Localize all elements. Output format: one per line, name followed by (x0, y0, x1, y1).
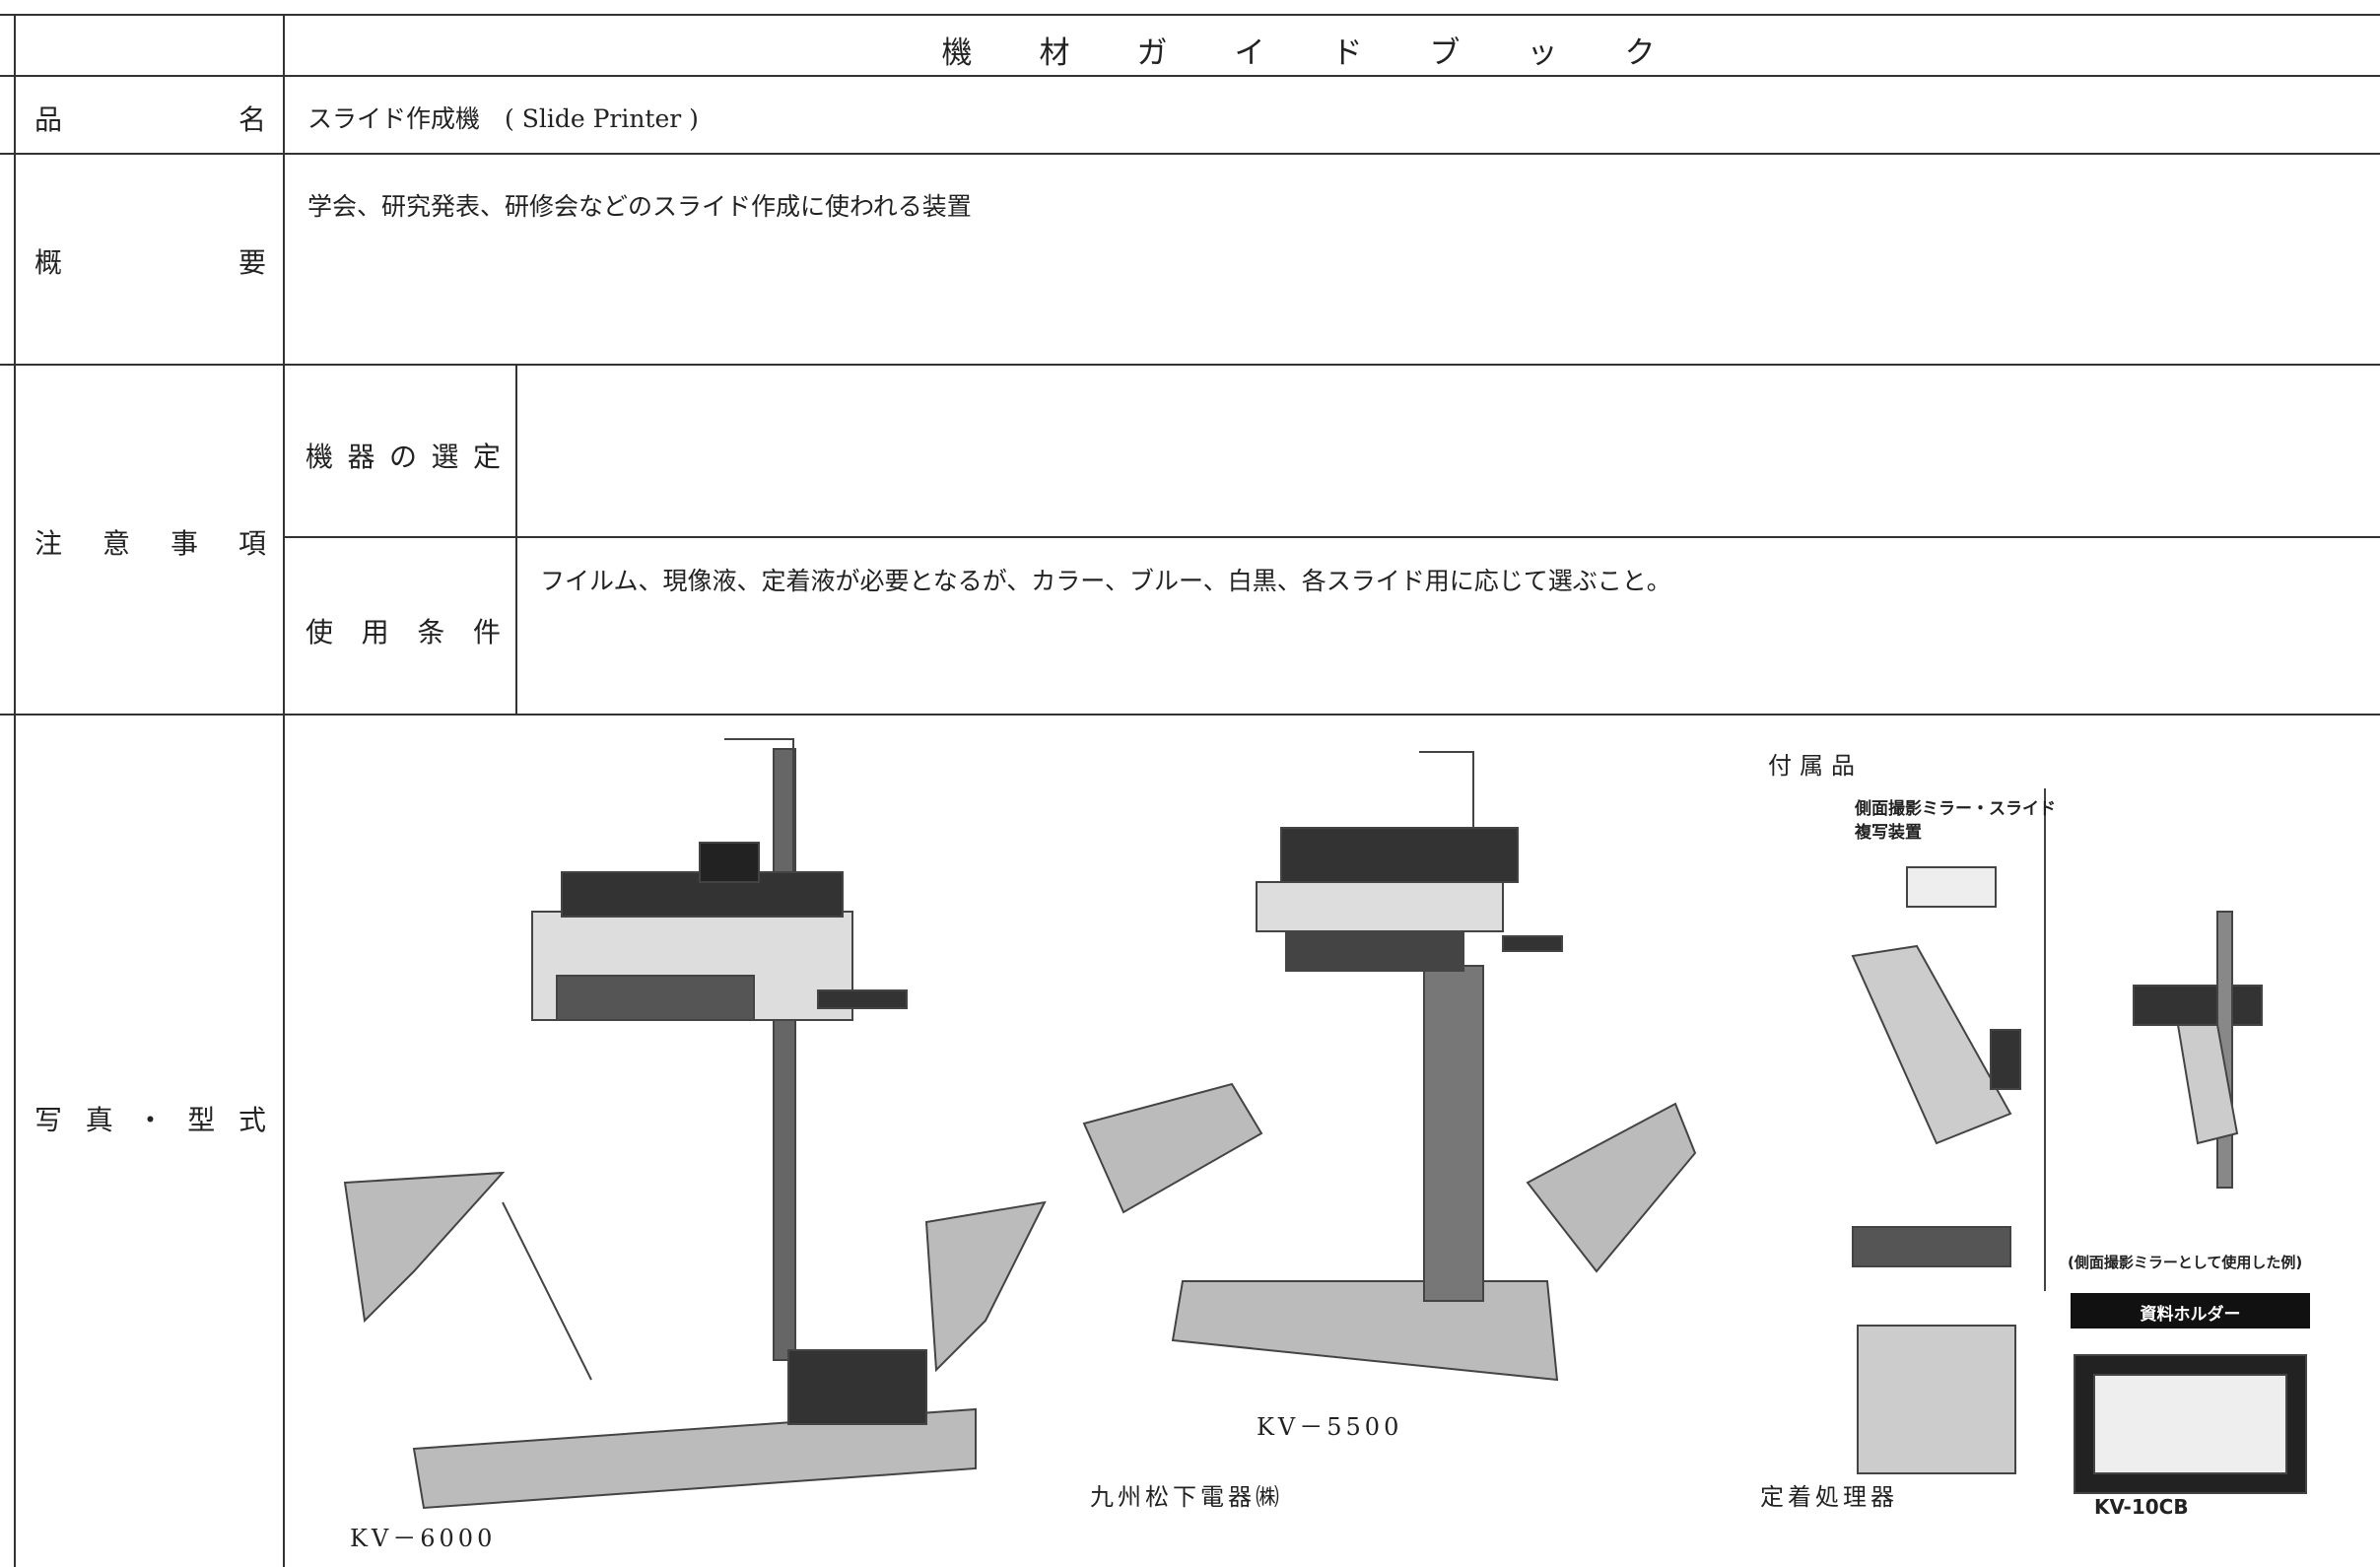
product-name: スライド作成機 ( Slide Printer ) (307, 104, 699, 133)
row-label: 写真・型式 (34, 1104, 266, 1136)
photo-accessories (1851, 788, 2307, 1494)
row-label: 品名 (34, 103, 266, 136)
maker: 九州松下電器㈱ (1090, 1483, 1283, 1511)
overview-text: 学会、研究発表、研修会などのスライド作成に使われる装置 (307, 192, 972, 221)
model-caption: KV－5500 (1257, 1413, 1403, 1441)
accessory-caption: 資料ホルダー (2140, 1305, 2241, 1325)
accessory-caption: 側面撮影ミラー・スライド (1855, 799, 2056, 819)
sub-label: 使用条件 (306, 616, 501, 648)
row-label: 概要 (34, 246, 266, 279)
conditions-text: フイルム、現像液、定着液が必要となるが、カラー、ブルー、白黒、各スライド用に応じ… (540, 567, 1671, 595)
accessory-caption: 定着処理器 (1760, 1483, 1898, 1511)
accessory-caption: (側面撮影ミラーとして使用した例) (2068, 1254, 2303, 1271)
photo-kv5500 (1082, 751, 1697, 1382)
accessories-title: 付属品 (1768, 752, 1863, 780)
model-caption: KV－6000 (350, 1525, 497, 1552)
photo-kv6000 (343, 738, 1047, 1510)
holder-label-box (2071, 1293, 2310, 1329)
title: 機材ガイドブック (941, 35, 1723, 71)
row-label: 注意事項 (34, 527, 266, 560)
accessory-model: KV-10CB (2094, 1495, 2189, 1519)
sub-label: 機器の選定 (306, 441, 501, 473)
accessory-caption: 複写装置 (1855, 823, 1922, 843)
